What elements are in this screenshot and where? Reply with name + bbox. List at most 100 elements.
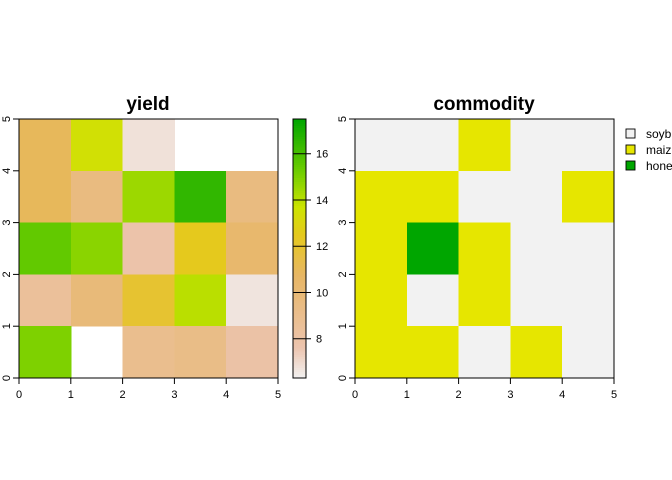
colorbar-swatch bbox=[293, 339, 306, 342]
colorbar-tick-label: 12 bbox=[316, 241, 328, 253]
colorbar-swatch bbox=[293, 194, 306, 198]
colorbar-swatch bbox=[293, 250, 306, 254]
commodity-cell bbox=[406, 222, 460, 275]
colorbar-swatch bbox=[293, 311, 306, 314]
colorbar-swatch bbox=[293, 360, 306, 364]
colorbar-swatch bbox=[293, 175, 306, 178]
colorbar-tick-label: 10 bbox=[316, 287, 328, 299]
yield-cell bbox=[19, 222, 72, 275]
colorbar-swatch bbox=[293, 347, 306, 351]
colorbar-swatch bbox=[293, 283, 306, 286]
colorbar-swatch bbox=[293, 121, 306, 124]
commodity-cell bbox=[355, 119, 408, 172]
colorbar-swatch bbox=[293, 157, 306, 161]
colorbar-swatch bbox=[293, 278, 306, 282]
yield-y-tick-label: 0 bbox=[1, 375, 13, 381]
colorbar-swatch bbox=[293, 334, 306, 338]
commodity-raster bbox=[355, 119, 615, 379]
colorbar-swatch bbox=[293, 280, 306, 284]
colorbar-swatch bbox=[293, 343, 306, 347]
commodity-cell bbox=[406, 119, 460, 172]
commodity-cell bbox=[355, 274, 408, 327]
colorbar-swatch bbox=[293, 244, 306, 247]
commodity-cell bbox=[355, 222, 408, 275]
colorbar-swatch bbox=[293, 267, 306, 271]
colorbar-swatch bbox=[293, 367, 306, 370]
colorbar-swatch bbox=[293, 205, 306, 209]
colorbar-swatch bbox=[293, 201, 306, 204]
colorbar-swatch bbox=[293, 239, 306, 243]
colorbar-swatch bbox=[293, 326, 306, 329]
colorbar-swatch bbox=[293, 261, 306, 265]
colorbar-swatch bbox=[293, 160, 306, 163]
colorbar-swatch bbox=[293, 190, 306, 193]
commodity-cell bbox=[510, 222, 563, 275]
yield-axes: 0 1 2 3 4 5 0 1 2 3 4 5 bbox=[1, 116, 281, 401]
commodity-panel: commodity 0 1 2 3 4 5 0 1 2 3 4 5 bbox=[337, 94, 617, 401]
colorbar-swatch bbox=[293, 164, 306, 168]
yield-x-tick-label: 1 bbox=[68, 389, 74, 401]
yield-x-tick-label: 4 bbox=[223, 389, 229, 401]
commodity-plot-frame bbox=[354, 118, 615, 379]
colorbar-swatch bbox=[293, 226, 306, 230]
commodity-x-tick-label: 5 bbox=[611, 389, 617, 401]
commodity-x-tick-label: 3 bbox=[507, 389, 513, 401]
colorbar-swatch bbox=[293, 119, 306, 122]
colorbar-swatch bbox=[293, 233, 306, 237]
colorbar-swatch bbox=[293, 203, 306, 206]
colorbar-swatch bbox=[293, 151, 306, 155]
yield-cell bbox=[226, 274, 279, 327]
legend-swatch-maize bbox=[625, 144, 636, 155]
yield-cell bbox=[122, 326, 175, 379]
colorbar-swatch bbox=[293, 287, 306, 291]
colorbar-swatch bbox=[293, 349, 306, 353]
yield-cell bbox=[70, 222, 124, 275]
colorbar-frame bbox=[292, 118, 307, 379]
colorbar-swatch bbox=[293, 235, 306, 239]
commodity-y-tick-label: 0 bbox=[337, 375, 349, 381]
colorbar-swatch bbox=[293, 362, 306, 366]
colorbar-swatch bbox=[293, 162, 306, 165]
colorbar-swatch bbox=[293, 373, 306, 377]
colorbar-swatch bbox=[293, 218, 306, 222]
colorbar-swatch bbox=[293, 254, 306, 258]
colorbar-swatch bbox=[293, 136, 306, 140]
colorbar-swatch bbox=[293, 246, 306, 250]
yield-cell bbox=[19, 326, 72, 379]
legend-label-soybean: soyb bbox=[646, 127, 672, 141]
yield-cell bbox=[174, 170, 227, 224]
colorbar-swatch bbox=[293, 149, 306, 152]
yield-colorbar: 8 10 12 14 16 bbox=[292, 118, 328, 379]
colorbar-swatch bbox=[293, 155, 306, 159]
colorbar-swatch bbox=[293, 265, 306, 269]
commodity-cell bbox=[510, 274, 563, 327]
colorbar-swatch bbox=[293, 300, 306, 304]
yield-y-tick-label: 4 bbox=[1, 168, 13, 174]
yield-y-tick-label: 3 bbox=[1, 220, 13, 226]
colorbar-swatch bbox=[293, 313, 306, 317]
colorbar-swatch bbox=[293, 131, 306, 135]
colorbar-swatch bbox=[293, 330, 306, 334]
colorbar-swatch bbox=[293, 352, 306, 355]
colorbar-swatch bbox=[293, 289, 306, 293]
colorbar-swatch bbox=[293, 231, 306, 234]
colorbar-swatch bbox=[293, 166, 306, 170]
commodity-cell bbox=[406, 326, 460, 379]
commodity-axes: 0 1 2 3 4 5 0 1 2 3 4 5 bbox=[337, 116, 617, 401]
commodity-y-tick-label: 5 bbox=[337, 116, 349, 122]
commodity-cell bbox=[458, 326, 511, 379]
commodity-x-tick-label: 1 bbox=[404, 389, 410, 401]
yield-x-tick-label: 0 bbox=[16, 389, 22, 401]
legend-label-honey: hone bbox=[646, 159, 672, 173]
commodity-legend: soyb maiz hone bbox=[625, 127, 672, 173]
yield-cell bbox=[70, 170, 124, 224]
colorbar-swatch bbox=[293, 302, 306, 306]
colorbar-tick-label: 16 bbox=[316, 149, 328, 161]
colorbar-swatch bbox=[293, 127, 306, 131]
commodity-cell bbox=[406, 170, 460, 224]
colorbar-swatch bbox=[293, 183, 306, 187]
colorbar-swatch bbox=[293, 222, 306, 226]
colorbar-swatch bbox=[293, 181, 306, 185]
colorbar-swatch bbox=[293, 138, 306, 142]
colorbar-swatch bbox=[293, 196, 306, 200]
